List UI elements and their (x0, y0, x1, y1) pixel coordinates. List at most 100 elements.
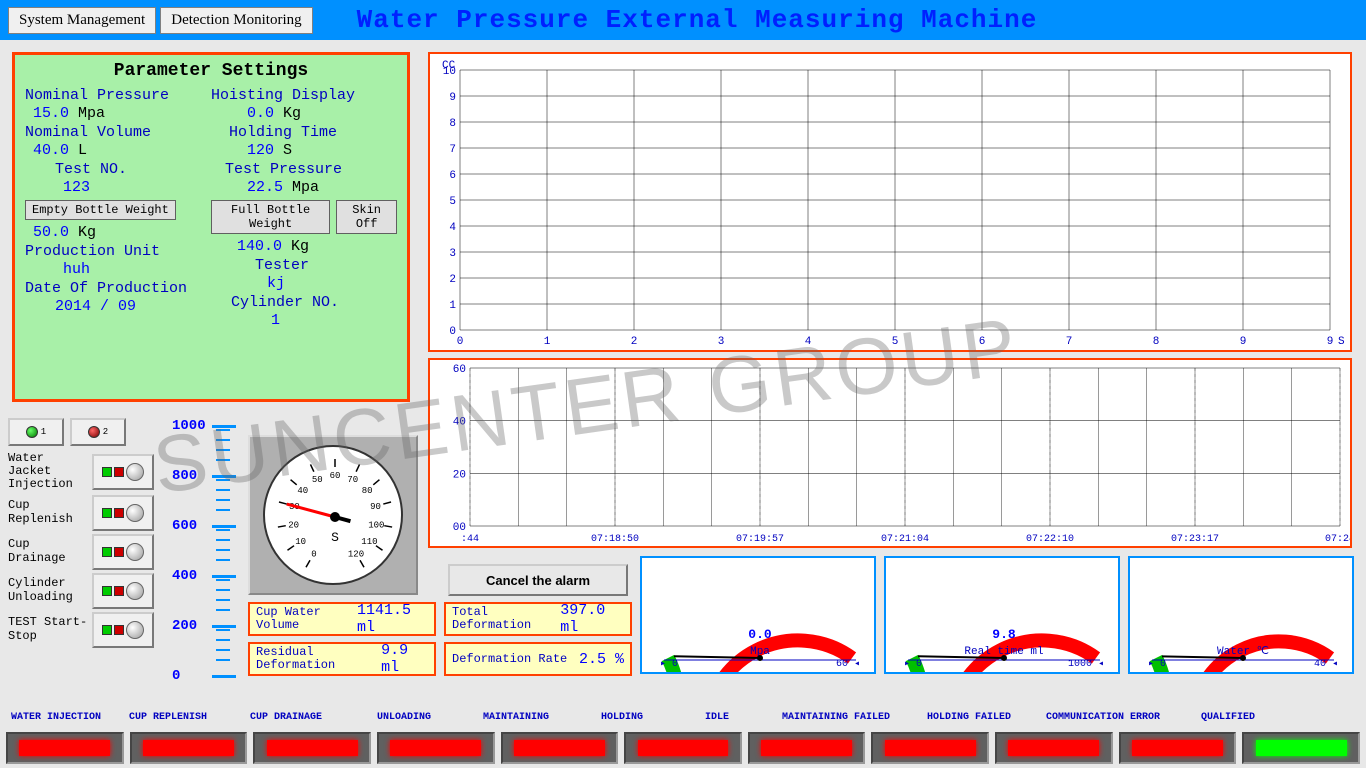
control-label: Cylinder Unloading (8, 577, 92, 603)
empty-bottle-weight-button[interactable]: Empty Bottle Weight (25, 200, 176, 220)
svg-text:100: 100 (368, 520, 384, 530)
scale-tick-label: 600 (172, 518, 212, 534)
tester-label: Tester (255, 257, 397, 274)
scale-tick-label: 200 (172, 618, 212, 634)
analog-gauge-panel: 0102030405060708090100110120S (248, 435, 418, 595)
status-light-inner-icon (514, 740, 605, 756)
status-label: CUP REPLENISH (112, 712, 224, 730)
status-label: MAINTAINING FAILED (762, 712, 910, 730)
svg-text:70: 70 (347, 475, 358, 485)
svg-text:3: 3 (718, 336, 725, 348)
green-square-icon (102, 467, 112, 477)
control-knob-4[interactable] (92, 612, 154, 648)
parameter-settings-panel: Parameter Settings Nominal Pressure 15.0… (12, 52, 410, 402)
vertical-scale: 10008006004002000 (172, 418, 242, 698)
status-light-inner-icon (761, 740, 852, 756)
svg-text:2: 2 (631, 336, 638, 348)
status-light (377, 732, 495, 764)
hoisting-display-label: Hoisting Display (211, 87, 397, 104)
svg-text:8: 8 (1153, 336, 1160, 348)
svg-text:9.8: 9.8 (992, 627, 1016, 642)
deformation-rate-label: Deformation Rate (452, 653, 567, 666)
production-unit-label: Production Unit (25, 243, 211, 260)
hoisting-display-value: 0.0 Kg (247, 105, 397, 122)
svg-text::44: :44 (461, 534, 479, 545)
empty-bottle-weight-value: 50.0 Kg (33, 224, 211, 241)
status-bar: WATER INJECTIONCUP REPLENISHCUP DRAINAGE… (0, 712, 1366, 768)
production-unit-value: huh (63, 261, 211, 278)
cancel-alarm-button[interactable]: Cancel the alarm (448, 564, 628, 596)
knob-icon (126, 504, 144, 522)
status-light (130, 732, 248, 764)
svg-text:S: S (1338, 336, 1345, 348)
test-no-label: Test NO. (55, 161, 211, 178)
cup-water-volume-label: Cup Water Volume (256, 606, 357, 631)
svg-text:0: 0 (311, 549, 316, 559)
detection-monitoring-button[interactable]: Detection Monitoring (160, 7, 312, 34)
svg-text:90: 90 (370, 502, 381, 512)
indicator-2: 2 (70, 418, 126, 446)
svg-text:6: 6 (449, 170, 456, 182)
svg-text:9: 9 (449, 92, 456, 104)
svg-text:5: 5 (449, 196, 456, 208)
mpa-chart: Mpa 60402000:4407:18:5007:19:5707:21:040… (428, 358, 1352, 548)
mpa-arc-gauge: 10203040500.0Mpa▸ 060 ◂ (640, 556, 876, 674)
svg-text:9: 9 (1327, 336, 1334, 348)
led-red-icon (88, 426, 100, 438)
control-knob-2[interactable] (92, 534, 154, 570)
svg-text:7: 7 (1066, 336, 1073, 348)
test-pressure-value: 22.5 Mpa (247, 179, 397, 196)
svg-text:07:21:04: 07:21:04 (881, 534, 929, 545)
svg-text:0: 0 (449, 326, 456, 338)
svg-text:CC: CC (442, 60, 456, 72)
control-knob-3[interactable] (92, 573, 154, 609)
scale-tick-icon (212, 625, 236, 628)
status-light-inner-icon (19, 740, 110, 756)
svg-text:60: 60 (330, 471, 341, 481)
parameter-settings-title: Parameter Settings (25, 61, 397, 81)
svg-text:0.0: 0.0 (748, 627, 772, 642)
svg-text:3: 3 (449, 248, 456, 260)
test-pressure-label: Test Pressure (225, 161, 397, 178)
app-title: Water Pressure External Measuring Machin… (357, 5, 1038, 35)
svg-text:80: 80 (362, 486, 373, 496)
svg-text:07:24: 07:24 (1325, 534, 1350, 545)
control-knob-1[interactable] (92, 495, 154, 531)
status-light-inner-icon (143, 740, 234, 756)
svg-text:5: 5 (892, 336, 899, 348)
status-label: MAINTAINING (460, 712, 572, 730)
green-square-icon (102, 586, 112, 596)
status-light-inner-icon (1008, 740, 1099, 756)
date-of-production-label: Date Of Production (25, 280, 211, 297)
date-of-production-value: 2014 / 09 (55, 298, 211, 315)
status-light (748, 732, 866, 764)
control-knob-0[interactable] (92, 454, 154, 490)
svg-text:8: 8 (449, 118, 456, 130)
status-label: WATER INJECTION (0, 712, 112, 730)
system-management-button[interactable]: System Management (8, 7, 156, 34)
total-deformation-box: Total Deformation 397.0 ml (444, 602, 632, 636)
holding-time-value: 120 S (247, 142, 397, 159)
skin-off-button[interactable]: Skin Off (336, 200, 397, 234)
svg-text:110: 110 (361, 537, 377, 547)
red-square-icon (114, 467, 124, 477)
green-square-icon (102, 547, 112, 557)
svg-text:07:18:50: 07:18:50 (591, 534, 639, 545)
control-label: Cup Replenish (8, 499, 92, 525)
svg-text:120: 120 (348, 549, 364, 559)
status-light-inner-icon (1132, 740, 1223, 756)
svg-text:60 ◂: 60 ◂ (836, 659, 860, 670)
full-bottle-weight-value: 140.0 Kg (237, 238, 397, 255)
test-no-value: 123 (63, 179, 211, 196)
residual-deformation-value: 9.9 ml (381, 642, 428, 676)
status-label: HOLDING (572, 712, 672, 730)
scale-tick-icon (212, 475, 236, 478)
status-light (1119, 732, 1237, 764)
scale-tick-icon (212, 575, 236, 578)
svg-text:00: 00 (453, 522, 466, 534)
scale-tick-icon (212, 525, 236, 528)
knob-icon (126, 463, 144, 481)
knob-icon (126, 543, 144, 561)
full-bottle-weight-button[interactable]: Full Bottle Weight (211, 200, 330, 234)
nominal-pressure-value: 15.0 Mpa (33, 105, 211, 122)
